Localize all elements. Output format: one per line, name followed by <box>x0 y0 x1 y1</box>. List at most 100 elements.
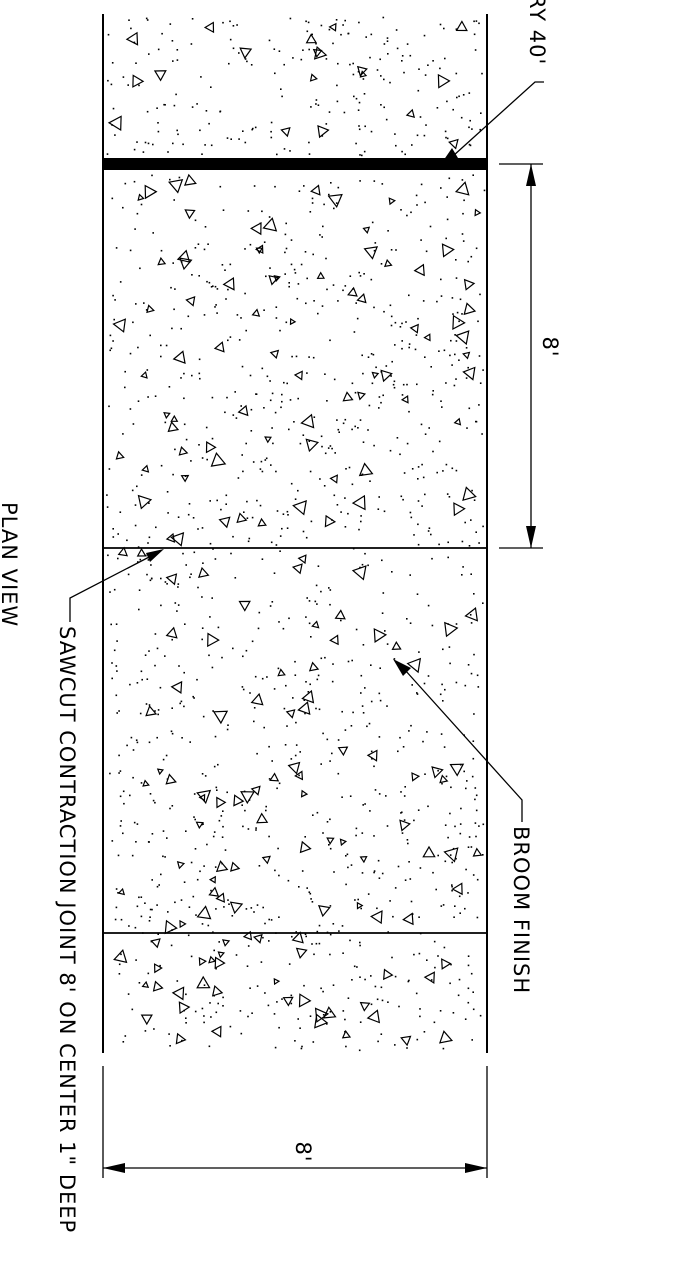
stipple-dot <box>122 206 124 209</box>
stipple-dot <box>300 58 303 61</box>
stipple-dot <box>148 502 150 504</box>
stipple-dot <box>354 425 356 428</box>
stipple-dot <box>160 873 162 876</box>
stipple-dot <box>323 485 326 487</box>
stipple-dot <box>378 407 380 409</box>
stipple-dot <box>221 836 224 838</box>
aggregate-triangle <box>422 845 436 858</box>
stipple-dot <box>246 60 248 63</box>
stipple-dot <box>180 327 182 330</box>
stipple-dot <box>118 754 120 757</box>
stipple-dot <box>242 688 245 691</box>
stipple-dot <box>320 435 323 438</box>
aggregate-triangle <box>236 512 248 524</box>
stipple-dot <box>338 431 340 433</box>
aggregate-triangle <box>328 22 337 32</box>
stipple-dot <box>288 428 290 431</box>
stipple-dot <box>359 180 361 182</box>
aggregate-triangle <box>250 221 262 236</box>
stipple-dot <box>198 358 201 361</box>
stipple-dot <box>385 118 388 121</box>
stipple-dot <box>417 89 420 92</box>
aggregate-triangle <box>117 546 129 557</box>
stipple-dot <box>313 416 316 418</box>
stipple-dot <box>116 640 118 642</box>
aggregate-triangle <box>137 193 145 201</box>
stipple-dot <box>311 943 313 945</box>
stipple-dot <box>138 896 140 899</box>
stipple-dot <box>188 906 191 908</box>
aggregate-triangle <box>359 856 368 864</box>
stipple-dot <box>308 153 311 155</box>
stipple-dot <box>317 674 320 677</box>
stipple-dot <box>315 42 317 45</box>
stipple-dot <box>452 313 454 315</box>
stipple-dot <box>374 789 377 791</box>
stipple-dot <box>116 670 118 672</box>
stipple-dot <box>327 447 330 449</box>
stipple-dot <box>326 288 328 291</box>
stipple-dot <box>323 203 325 206</box>
stipple-dot <box>479 293 481 296</box>
stipple-dot <box>461 574 463 576</box>
stipple-dot <box>207 924 210 927</box>
sawcut-note-label: SAWCUT CONTRACTION JOINT 8' ON CENTER 1"… <box>55 626 79 1233</box>
aggregate-triangle <box>273 275 281 283</box>
stipple-dot <box>468 126 470 129</box>
stipple-dot <box>298 774 300 777</box>
stipple-dot <box>454 353 456 356</box>
stipple-dot <box>305 302 307 305</box>
stipple-dot <box>291 935 293 938</box>
stipple-dot <box>117 854 120 857</box>
stipple-dot <box>355 834 357 837</box>
aggregate-triangle <box>208 955 217 964</box>
stipple-dot <box>373 870 376 872</box>
stipple-dot <box>135 959 137 961</box>
stipple-dot <box>329 933 332 936</box>
stipple-dot <box>257 627 260 630</box>
stipple-dot <box>324 373 326 375</box>
stipple-dot <box>133 41 136 44</box>
stipple-dot <box>315 942 318 945</box>
stipple-dot <box>350 864 353 866</box>
stipple-dot <box>361 354 363 357</box>
stipple-dot <box>430 979 433 981</box>
stipple-dot <box>326 821 329 823</box>
stipple-dot <box>119 511 122 513</box>
stipple-dot <box>439 23 442 26</box>
aggregate-triangle <box>351 565 367 581</box>
stipple-dot <box>378 396 381 398</box>
stipple-dot <box>208 122 210 125</box>
stipple-dot <box>421 463 423 466</box>
stipple-dot <box>344 418 347 421</box>
stipple-dot <box>359 1021 362 1023</box>
stipple-dot <box>214 285 217 288</box>
stipple-dot <box>271 760 273 762</box>
stipple-dot <box>326 400 328 402</box>
stipple-dot <box>383 78 385 81</box>
aggregate-triangle <box>280 126 291 138</box>
aggregate-triangle <box>423 971 435 984</box>
stipple-dot <box>115 694 118 697</box>
stipple-dot <box>199 129 201 132</box>
stipple-dot <box>316 811 319 814</box>
stipple-dot <box>172 60 174 62</box>
aggregate-triangle <box>179 257 193 271</box>
stipple-dot <box>468 836 471 838</box>
aggregate-triangle <box>196 789 212 805</box>
stipple-dot <box>148 650 150 652</box>
stipple-dot <box>451 364 453 366</box>
stipple-dot <box>287 514 289 516</box>
stipple-dot <box>232 535 234 538</box>
stipple-dot <box>222 1005 224 1007</box>
stipple-dot <box>474 822 477 824</box>
stipple-dot <box>402 498 404 501</box>
stipple-dot <box>452 1012 455 1014</box>
aggregate-triangle <box>222 277 235 291</box>
stipple-dot <box>137 400 140 402</box>
stipple-dot <box>469 119 471 122</box>
stipple-dot <box>210 1016 212 1018</box>
stipple-dot <box>416 383 418 386</box>
aggregate-triangle <box>136 547 147 557</box>
stipple-dot <box>448 496 451 498</box>
